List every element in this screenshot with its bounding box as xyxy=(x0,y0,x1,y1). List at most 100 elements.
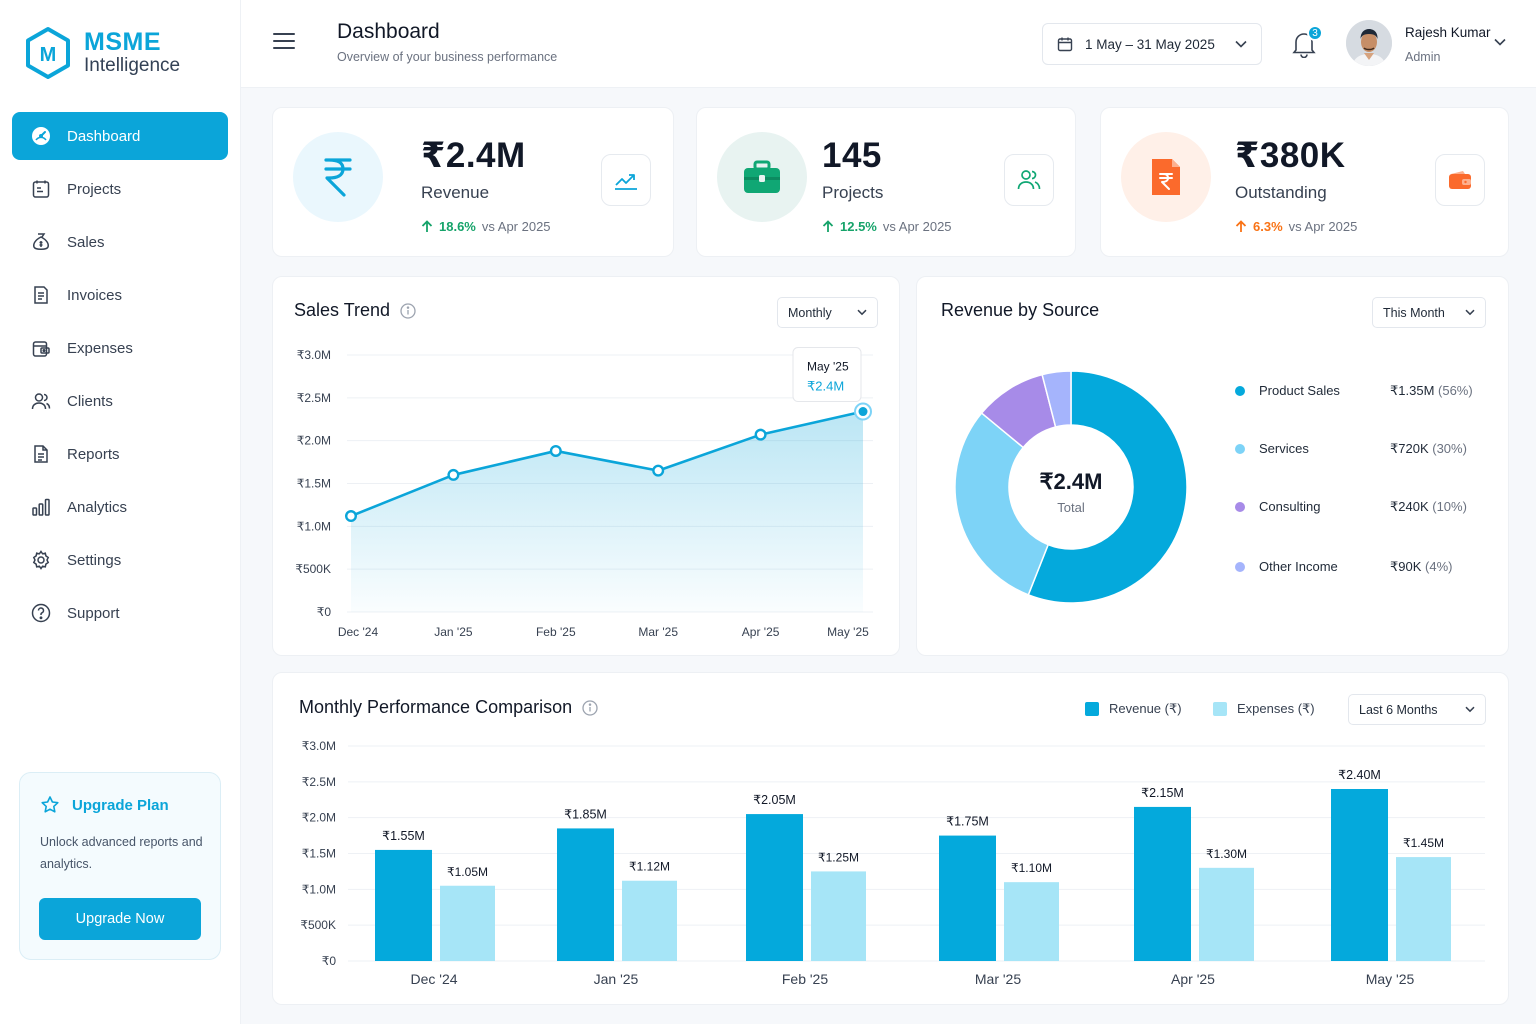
sales-line xyxy=(350,410,864,518)
x-tick-label: Jan '25 xyxy=(594,971,639,987)
analytics-icon xyxy=(32,498,50,516)
bar-expenses[interactable] xyxy=(1004,882,1059,961)
kpi-card-outstanding: ₹380K Outstanding 6.3% vs Apr 2025 xyxy=(1100,107,1509,257)
arrow-up-icon xyxy=(822,220,834,232)
invoice-doc-icon xyxy=(1121,132,1211,222)
date-range-picker[interactable]: 1 May – 31 May 2025 xyxy=(1042,23,1262,65)
kpi-label: Projects xyxy=(822,183,884,202)
sidebar-item-label: Invoices xyxy=(67,286,123,304)
bar-expenses[interactable] xyxy=(440,885,495,961)
sidebar-item-expenses[interactable]: Expenses xyxy=(12,324,228,372)
x-tick-label: Feb '25 xyxy=(536,625,576,639)
date-range-value: 1 May – 31 May 2025 xyxy=(1085,36,1215,52)
kpi-delta: 6.3% vs Apr 2025 xyxy=(1235,219,1357,234)
sidebar-item-settings[interactable]: Settings xyxy=(12,536,228,584)
sidebar-item-projects[interactable]: Projects xyxy=(12,165,228,213)
x-tick-label: Apr '25 xyxy=(1171,971,1215,987)
y-tick-label: ₹0 xyxy=(317,605,332,619)
sidebar-item-label: Sales xyxy=(67,233,105,251)
bar-expenses[interactable] xyxy=(1199,867,1254,961)
y-tick-label: ₹3.0M xyxy=(297,348,331,362)
sales-trend-card: Sales Trend Monthly ₹0 ₹500K ₹1.0M ₹1.5M ₹2.… xyxy=(272,276,900,656)
brand-logo[interactable]: M MSME Intelligence xyxy=(24,26,180,80)
bar-revenue[interactable] xyxy=(375,849,432,961)
y-tick-label: ₹0 xyxy=(322,954,337,968)
bar-data-label: ₹1.55M xyxy=(382,829,425,843)
outstanding-wallet-button[interactable] xyxy=(1435,154,1485,206)
bar-data-label: ₹1.30M xyxy=(1206,847,1247,861)
page-subtitle: Overview of your business performance xyxy=(337,50,558,64)
upgrade-now-button[interactable]: Upgrade Now xyxy=(39,898,201,940)
bar-expenses[interactable] xyxy=(1396,857,1451,961)
sidebar-item-reports[interactable]: Reports xyxy=(12,430,228,478)
user-avatar-icon xyxy=(1346,20,1392,66)
revenue-trend-button[interactable] xyxy=(601,154,651,206)
legend-dot xyxy=(1235,443,1245,454)
donut-total-value: ₹2.4M xyxy=(1040,469,1103,494)
bar-data-label: ₹1.45M xyxy=(1403,836,1444,850)
kpi-delta: 12.5% vs Apr 2025 xyxy=(822,219,952,234)
data-point[interactable] xyxy=(754,428,767,441)
bar-data-label: ₹1.25M xyxy=(818,850,859,864)
user-menu-chevron-icon[interactable] xyxy=(1494,38,1506,46)
sidebar-item-dashboard[interactable]: Dashboard xyxy=(12,112,228,160)
logo-mark-letter: M xyxy=(40,44,57,66)
monthly-comparison-period-select[interactable]: Last 6 Months xyxy=(1348,694,1486,725)
info-icon[interactable] xyxy=(582,699,598,716)
revenue-source-title: Revenue by Source xyxy=(941,300,1100,320)
monthly-comparison-title: Monthly Performance Comparison xyxy=(299,697,598,718)
bar-expenses[interactable] xyxy=(811,871,866,961)
y-tick-label: ₹500K xyxy=(295,562,331,576)
legend-label: Consulting xyxy=(1259,499,1321,514)
projects-icon xyxy=(32,180,50,198)
clients-icon xyxy=(31,393,51,410)
data-point-active[interactable] xyxy=(858,407,868,417)
projects-team-button[interactable] xyxy=(1004,154,1054,206)
sidebar-item-sales[interactable]: Sales xyxy=(12,218,228,266)
info-icon[interactable] xyxy=(400,302,416,319)
notification-count-badge: 3 xyxy=(1307,25,1323,41)
data-point[interactable] xyxy=(549,444,562,457)
kpi-delta: 18.6% vs Apr 2025 xyxy=(421,219,551,234)
data-point[interactable] xyxy=(344,510,357,523)
avatar[interactable] xyxy=(1346,20,1392,66)
legend-item: Consulting ₹240K (10%) xyxy=(1235,499,1467,514)
x-tick-label: Feb '25 xyxy=(782,971,828,987)
revenue-source-period-select[interactable]: This Month xyxy=(1372,297,1486,328)
sidebar-item-support[interactable]: Support xyxy=(12,589,228,637)
bar-revenue[interactable] xyxy=(939,835,996,961)
legend-expenses: Expenses (₹) xyxy=(1213,701,1315,717)
chevron-down-icon xyxy=(1235,40,1247,48)
sales-trend-period-select[interactable]: Monthly xyxy=(777,297,878,328)
sidebar-item-label: Projects xyxy=(67,180,122,198)
chevron-down-icon xyxy=(857,309,867,316)
legend-item: Services ₹720K (30%) xyxy=(1235,441,1467,456)
bar-revenue[interactable] xyxy=(746,814,803,961)
data-point[interactable] xyxy=(447,468,460,481)
bar-revenue[interactable] xyxy=(1134,806,1191,961)
bar-revenue[interactable] xyxy=(557,828,614,961)
sidebar-item-clients[interactable]: Clients xyxy=(12,377,228,425)
rupee-icon xyxy=(293,132,383,222)
x-tick-label: May '25 xyxy=(1366,971,1415,987)
sales-trend-title: Sales Trend xyxy=(294,300,416,321)
bar-expenses[interactable] xyxy=(622,880,677,961)
upgrade-plan-title: Upgrade Plan xyxy=(40,795,169,815)
sales-area xyxy=(351,411,863,612)
y-tick-label: ₹1.0M xyxy=(297,519,331,533)
bar-revenue[interactable] xyxy=(1331,789,1388,961)
bar-data-label: ₹1.10M xyxy=(1011,861,1052,875)
x-tick-label: Mar '25 xyxy=(975,971,1021,987)
upgrade-plan-text: Unlock advanced reports and analytics. xyxy=(40,835,203,871)
page-title: Dashboard xyxy=(337,20,440,43)
sidebar-nav: Dashboard Projects Sales Invoices Expens… xyxy=(12,112,228,642)
expenses-icon xyxy=(32,341,50,357)
data-point[interactable] xyxy=(652,464,665,477)
menu-toggle-icon[interactable] xyxy=(273,33,295,51)
tooltip-value: ₹2.4M xyxy=(807,379,844,394)
invoices-icon xyxy=(34,286,48,304)
star-icon xyxy=(41,796,59,813)
y-tick-label: ₹1.5M xyxy=(302,847,336,861)
sidebar-item-analytics[interactable]: Analytics xyxy=(12,483,228,531)
sidebar-item-invoices[interactable]: Invoices xyxy=(12,271,228,319)
